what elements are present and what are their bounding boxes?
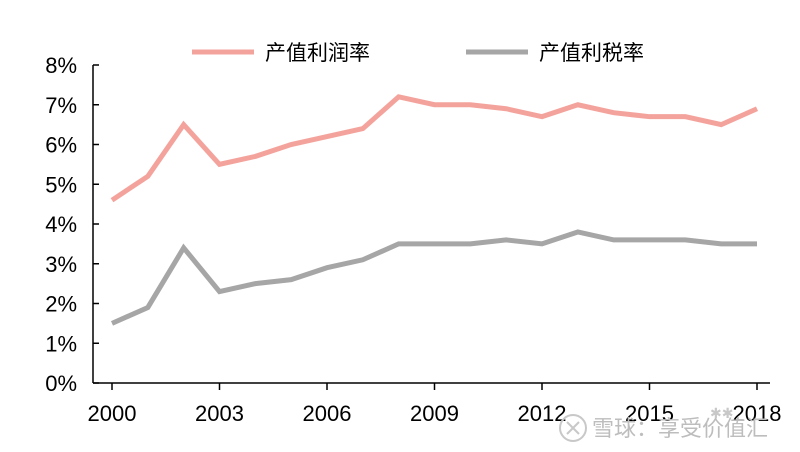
watermark: 雪球：享受价值汇 ✱✱ <box>559 406 768 442</box>
axes <box>92 65 770 384</box>
y-tick-label: 1% <box>45 331 77 356</box>
x-tick-label: 2015 <box>625 401 674 426</box>
x-axis-ticks: 2000 2003 2006 2009 2012 2015 2018 <box>88 383 782 426</box>
series-lines <box>110 94 759 326</box>
watermark-text: 雪球：享受价值汇 <box>592 417 768 442</box>
y-tick-label: 5% <box>45 172 77 197</box>
x-tick-label: 2009 <box>410 401 459 426</box>
y-tick-label: 8% <box>45 53 77 78</box>
legend-label: 产值利润率 <box>265 41 370 65</box>
series-line-1 <box>110 94 759 203</box>
y-tick-label: 4% <box>45 212 77 237</box>
y-tick-label: 7% <box>45 93 77 118</box>
series-line-2 <box>110 229 757 326</box>
y-tick-label: 6% <box>45 133 77 158</box>
x-tick-label: 2003 <box>195 401 244 426</box>
legend: 产值利润率 产值利税率 <box>192 41 644 65</box>
x-tick-label: 2000 <box>88 401 137 426</box>
x-tick-label: 2018 <box>733 401 782 426</box>
y-axis-ticks: 0% 1% 2% 3% 4% 5% 6% 7% 8% <box>45 53 99 396</box>
y-tick-label: 2% <box>45 292 77 317</box>
x-tick-label: 2006 <box>303 401 352 426</box>
snowball-logo-icon <box>559 414 587 442</box>
y-tick-label: 3% <box>45 252 77 277</box>
x-tick-label: 2012 <box>518 401 567 426</box>
watermark-mark: ✱✱ <box>710 406 733 422</box>
y-tick-label: 0% <box>45 371 77 396</box>
legend-label: 产值利税率 <box>539 41 644 65</box>
